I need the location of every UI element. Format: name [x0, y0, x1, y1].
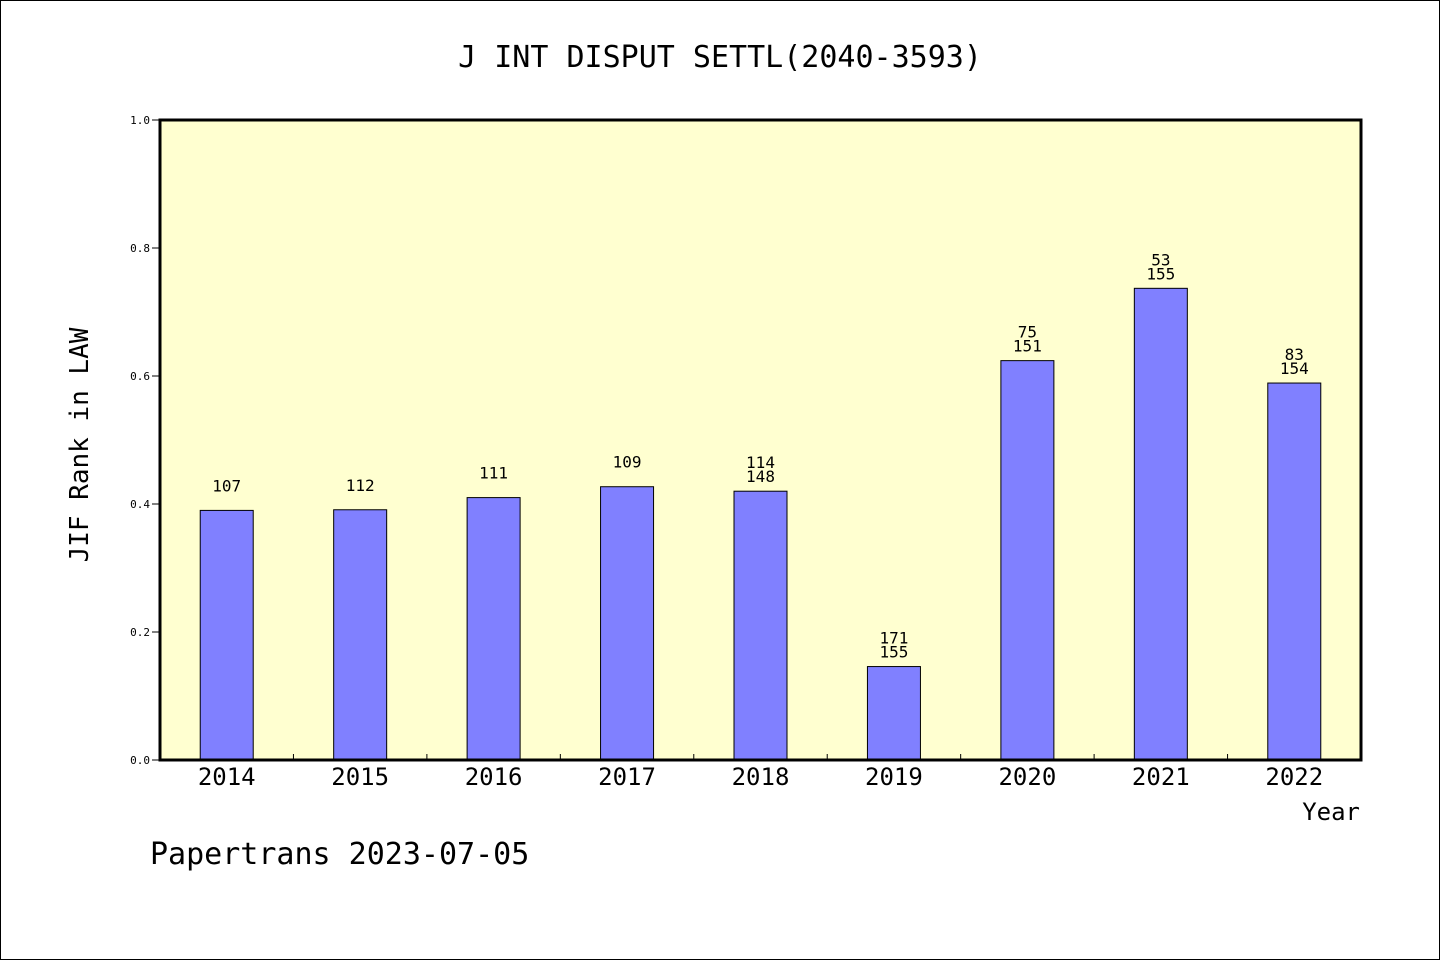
chart-title: J INT DISPUT SETTL(2040-3593): [458, 40, 982, 75]
bar-2018: [733, 490, 788, 761]
data-label-2020: 75: [1018, 323, 1037, 342]
footer-credit: Papertrans 2023-07-05: [150, 837, 529, 872]
y-tick-label: 0.2: [130, 626, 150, 639]
y-tick-label: 1.0: [130, 114, 150, 127]
x-tick-label-2015: 2015: [331, 763, 389, 791]
x-tick-label-2014: 2014: [198, 763, 256, 791]
x-tick-label-2018: 2018: [732, 763, 790, 791]
x-axis: 2014 2015 2016 2017 2018 2019 2020 2021 2022: [159, 754, 1362, 791]
data-label-2018: 114: [746, 453, 775, 472]
x-tick-label-2020: 2020: [998, 763, 1056, 791]
data-label-2015: 112: [346, 476, 375, 495]
plot-border: [158, 118, 1363, 762]
bar-2021: [1133, 287, 1188, 761]
bar-2015: [333, 509, 388, 761]
data-label-2014: 107: [212, 476, 241, 495]
x-tick-label-2022: 2022: [1265, 763, 1323, 791]
data-label-2017: 109: [613, 453, 642, 472]
y-axis: 0.0 0.2 0.4 0.6 0.8 1.0: [130, 114, 160, 767]
x-tick-label-2017: 2017: [598, 763, 656, 791]
y-tick-label: 0.0: [130, 754, 150, 767]
y-axis-label: JIF Rank in LAW: [65, 327, 95, 562]
bar-2016: [466, 497, 521, 761]
data-label-2018: 148: [746, 467, 775, 486]
bar-2017: [600, 486, 655, 761]
data-label-2022: 154: [1280, 359, 1309, 378]
y-tick-label: 0.6: [130, 370, 150, 383]
data-label-2019: 155: [879, 643, 908, 662]
x-tick-label-2016: 2016: [465, 763, 523, 791]
data-label-2021: 53: [1151, 250, 1170, 269]
bar-2022: [1267, 382, 1322, 761]
bar-2020: [1000, 360, 1055, 761]
x-axis-label: Year: [1302, 798, 1360, 826]
bar-2014: [199, 509, 254, 761]
data-label-2016: 111: [479, 464, 508, 483]
data-label-2021: 155: [1146, 264, 1175, 283]
x-tick-label-2019: 2019: [865, 763, 923, 791]
bar-2019: [866, 666, 921, 761]
data-label-2022: 83: [1285, 345, 1304, 364]
data-label-2020: 151: [1013, 337, 1042, 356]
y-tick-label: 0.8: [130, 242, 150, 255]
data-label-2019: 171: [879, 629, 908, 648]
y-tick-label: 0.4: [130, 498, 150, 511]
x-tick-label-2021: 2021: [1132, 763, 1190, 791]
